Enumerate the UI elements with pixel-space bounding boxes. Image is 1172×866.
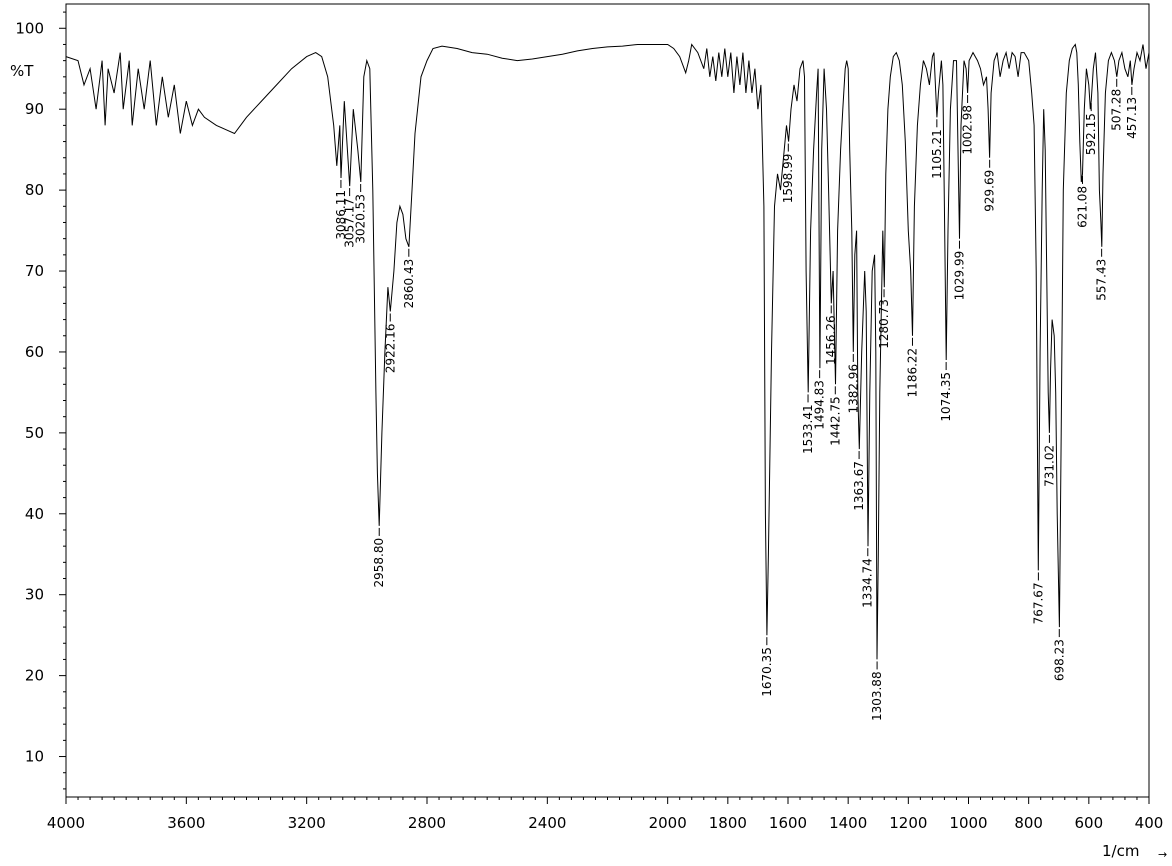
x-tick-label: 2000 [649, 814, 687, 832]
x-axis: 4000 3600 3200 2800 2400 2000 1800 1600 1400 1200… [47, 797, 1163, 832]
peak-label: 457.13 [1125, 97, 1139, 139]
peak-label: 3020.53 [354, 194, 368, 244]
x-tick-label: 1600 [769, 814, 807, 832]
x-tick-label: 1000 [949, 814, 987, 832]
peak-label: 767.67 [1031, 582, 1045, 624]
y-tick-label: 40 [25, 505, 44, 523]
peak-label: 1186.22 [905, 348, 919, 398]
peak-label: 2860.43 [402, 259, 416, 309]
y-tick-label: 30 [25, 586, 44, 604]
peak-label: 1442.75 [828, 396, 842, 446]
y-tick-label: 20 [25, 667, 44, 685]
y-tick-label: 10 [25, 748, 44, 766]
peak-label: 929.69 [983, 170, 997, 212]
peak-label: 621.08 [1076, 186, 1090, 228]
peak-label: 1363.67 [852, 461, 866, 511]
x-tick-label: 2400 [528, 814, 566, 832]
spectrum-series [66, 45, 1149, 660]
peak-label: 1334.74 [861, 558, 875, 608]
y-tick-label: 90 [25, 100, 44, 118]
x-tick-label: 3600 [167, 814, 205, 832]
peak-label: 1280.73 [877, 299, 891, 349]
peak-label: 698.23 [1052, 639, 1066, 681]
x-tick-label: 600 [1075, 814, 1104, 832]
peak-label: 2958.80 [372, 538, 386, 588]
peak-label: 1670.35 [760, 647, 774, 697]
x-tick-label: 1400 [829, 814, 867, 832]
x-axis-arrow-icon: → [1158, 848, 1167, 861]
x-axis-title: 1/cm [1102, 842, 1139, 860]
y-tick-label: 50 [25, 424, 44, 442]
y-axis: 100 90 80 70 60 50 40 30 20 10 [15, 12, 66, 789]
y-tick-label: 100 [15, 19, 44, 37]
y-tick-label: 70 [25, 262, 44, 280]
peak-label: 557.43 [1095, 259, 1109, 301]
x-tick-label: 1200 [889, 814, 927, 832]
x-tick-label: 3200 [288, 814, 326, 832]
y-tick-label: 60 [25, 343, 44, 361]
peak-label: 1029.99 [952, 251, 966, 301]
x-tick-label: 4000 [47, 814, 85, 832]
x-tick-label: 2800 [408, 814, 446, 832]
x-tick-label: 1800 [709, 814, 747, 832]
peak-label: 1598.99 [781, 154, 795, 204]
y-axis-title: %T [10, 62, 34, 80]
x-tick-label: 400 [1135, 814, 1164, 832]
spectrum-line [66, 45, 1149, 660]
peak-label: 592.15 [1084, 113, 1098, 155]
peak-annotations: 3086.113057.173020.532958.802922.162860.… [334, 79, 1139, 721]
plot-frame [66, 4, 1149, 797]
peak-label: 1303.88 [870, 671, 884, 721]
x-tick-label: 800 [1014, 814, 1043, 832]
peak-label: 2922.16 [383, 324, 397, 374]
peak-label: 1494.83 [813, 380, 827, 430]
peak-label: 1382.96 [846, 364, 860, 414]
peak-label: 1074.35 [939, 372, 953, 422]
peak-label: 1002.98 [961, 105, 975, 155]
peak-label: 1456.26 [824, 315, 838, 365]
y-tick-label: 80 [25, 181, 44, 199]
peak-label: 731.02 [1042, 445, 1056, 487]
ir-spectrum-chart: 4000 3600 3200 2800 2400 2000 1800 1600 1400 1200… [0, 0, 1172, 866]
peak-label: 1105.21 [930, 129, 944, 179]
peak-label: 507.28 [1110, 89, 1124, 131]
